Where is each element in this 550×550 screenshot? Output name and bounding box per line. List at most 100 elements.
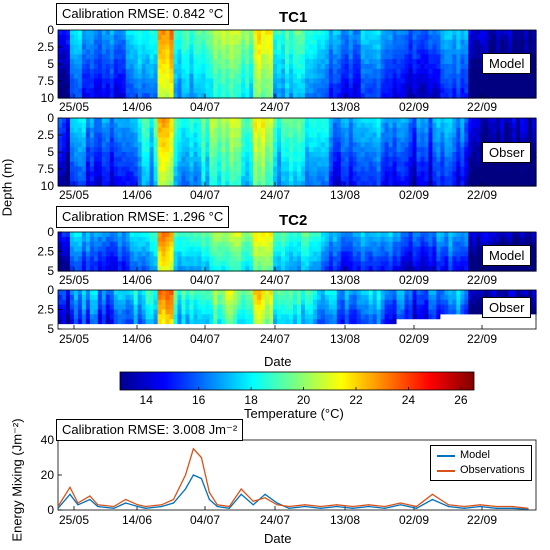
tc1-model-tag: Model (482, 53, 532, 74)
energy-point-model-21 (288, 507, 290, 509)
energy-xtick-label-2: 04/07 (190, 513, 220, 527)
energy-point-observations-25 (352, 505, 354, 508)
tc1-model-ytick-label-1: 2.5 (37, 40, 54, 54)
energy-point-observations-15 (216, 504, 218, 506)
energy-rmse-box: Calibration RMSE: 3.008 Jm⁻² (56, 419, 244, 441)
energy-point-observations-10 (172, 498, 175, 501)
depth-axis-label: Depth (m) (0, 158, 15, 217)
energy-point-observations-5 (113, 505, 115, 508)
tc2-obser-ytick-label-0: 0 (47, 283, 54, 297)
energy-point-model-13 (200, 477, 202, 480)
tc1-obser-xtick-label-2: 04/07 (190, 188, 220, 202)
tc2-model-xtick-label-5: 02/09 (399, 273, 429, 287)
energy-point-observations-29 (415, 505, 418, 508)
energy-point-observations-19 (264, 497, 266, 499)
colorbar-tick-label-0: 14 (140, 393, 154, 407)
colorbar-gradient (119, 371, 475, 391)
tc1-model-ytick-label-3: 7.5 (37, 74, 54, 88)
tc2-model-xtick-label-1: 14/06 (122, 273, 152, 287)
energy-point-observations-21 (288, 505, 290, 508)
energy-point-model-15 (216, 505, 218, 508)
energy-point-model-20 (276, 502, 278, 504)
tc1-obser-ytick-label-0: 0 (47, 111, 54, 125)
energy-point-observations-17 (240, 488, 242, 490)
energy-point-model-5 (113, 507, 115, 509)
energy-point-observations-14 (208, 491, 210, 494)
energy-point-observations-30 (431, 493, 433, 495)
energy-point-model-10 (172, 502, 175, 504)
tc1-obser-xtick-label-1: 14/06 (122, 188, 152, 202)
energy-point-model-35 (511, 507, 513, 509)
tc2-model-heatmap (57, 231, 537, 272)
energy-point-observations-22 (304, 504, 306, 506)
tc1-model-xtick-label-4: 13/08 (330, 100, 360, 114)
tc2-obser-xtick-label-5: 02/09 (399, 332, 429, 346)
tc1-title: TC1 (279, 9, 308, 26)
colorbar-tick-label-5: 24 (402, 393, 416, 407)
energy-point-model-7 (137, 505, 139, 508)
energy-point-observations-2 (77, 502, 79, 504)
energy-point-model-12 (192, 474, 194, 476)
tc1-obser-xtick-label-4: 13/08 (330, 188, 360, 202)
energy-point-model-30 (431, 498, 433, 501)
energy-point-observations-20 (276, 504, 278, 506)
energy-xtick-label-1: 14/06 (122, 513, 152, 527)
tc1-rmse-box: Calibration RMSE: 0.842 °C (56, 3, 230, 25)
energy-xtick-label-5: 02/09 (399, 513, 429, 527)
energy-point-model-1 (69, 493, 71, 495)
energy-point-observations-32 (463, 505, 465, 508)
colorbar-tick-label-6: 26 (454, 393, 468, 407)
tc1-model-ytick-label-0: 0 (47, 23, 54, 37)
energy-point-observations-23 (320, 505, 322, 508)
tc2-model-xtick-label-4: 13/08 (330, 273, 360, 287)
legend-label-model: Model (460, 449, 490, 461)
energy-point-observations-11 (184, 474, 187, 476)
energy-xtick-label-6: 22/09 (467, 513, 497, 527)
energy-point-observations-6 (125, 498, 127, 501)
energy-point-observations-12 (192, 448, 194, 450)
energy-point-observations-34 (495, 505, 497, 508)
colorbar: 14 16 18 20 22 24 26 (119, 371, 475, 407)
tc1-obser-xtick-label-3: 24/07 (260, 188, 290, 202)
legend-swatch-model (437, 454, 455, 457)
energy-legend: Model Observations (430, 445, 532, 481)
tc1-obser-ytick-label-4: 10 (41, 179, 55, 193)
tc2-obser-ytick-label-2: 5 (47, 322, 54, 336)
tc1-obser-ytick-label-3: 7.5 (37, 162, 54, 176)
tc2-obser-xtick-label-1: 14/06 (122, 332, 152, 346)
tc1-obser-tag: Obser (482, 142, 532, 163)
energy-xtick-label-4: 13/08 (330, 513, 360, 527)
tc2-obser-xtick-label-4: 13/08 (330, 332, 360, 346)
energy-point-model-3 (89, 498, 91, 501)
energy-point-model-29 (415, 507, 418, 509)
energy-point-model-31 (447, 505, 449, 508)
energy-point-observations-13 (200, 456, 202, 459)
energy-point-model-33 (479, 505, 481, 508)
energy-point-observations-9 (161, 504, 163, 506)
tc1-obser-heatmap (57, 117, 537, 187)
tc2-obser-xtick-label-2: 04/07 (190, 332, 220, 346)
tc2-rmse-text: Calibration RMSE: 1.296 °C (62, 209, 224, 224)
energy-point-observations-8 (145, 505, 147, 508)
colorbar-label: Temperature (°C) (244, 406, 344, 421)
energy-point-observations-31 (447, 504, 449, 506)
tc1-obser-xtick-label-0: 25/05 (59, 188, 89, 202)
legend-swatch-observations (437, 469, 455, 472)
tc2-obser-heatmap (57, 289, 537, 330)
energy-point-observations-28 (400, 502, 402, 504)
energy-point-model-18 (252, 504, 254, 506)
energy-point-model-16 (228, 507, 230, 509)
energy-point-model-24 (336, 505, 338, 508)
tc1-model-xtick-label-1: 14/06 (122, 100, 152, 114)
tc2-obser-xtick-label-3: 24/07 (260, 332, 290, 346)
legend-label-observations: Observations (460, 464, 525, 476)
tc2-model-ytick-label-2: 5 (47, 264, 54, 278)
energy-point-observations-4 (97, 504, 99, 506)
energy-point-observations-36 (527, 507, 529, 509)
legend-item-observations: Observations (437, 463, 525, 478)
energy-xtick-label-0: 25/05 (59, 513, 89, 527)
energy-point-model-17 (240, 493, 242, 495)
tc2-title: TC2 (279, 212, 308, 229)
tc1-model-xtick-label-6: 22/09 (467, 100, 497, 114)
colorbar-tick-label-3: 20 (297, 393, 311, 407)
